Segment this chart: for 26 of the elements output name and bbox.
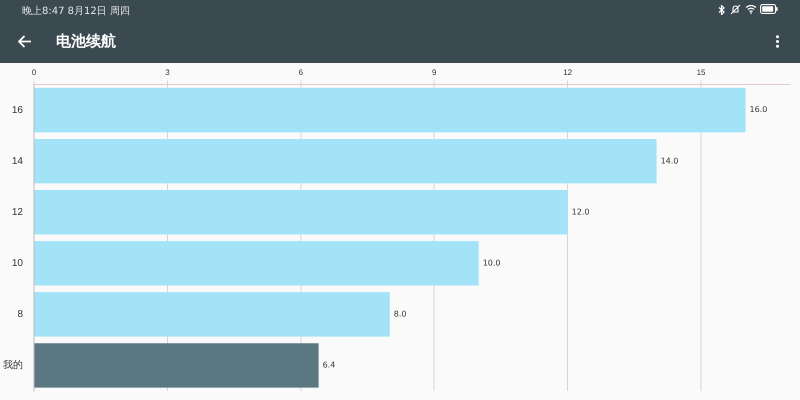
data-label: 10.0 bbox=[482, 258, 501, 268]
y-tick-label: 10 bbox=[12, 258, 24, 270]
y-tick-label: 8 bbox=[17, 309, 24, 320]
x-tick-label: 9 bbox=[432, 68, 438, 78]
data-label: 14.0 bbox=[660, 156, 678, 166]
bar bbox=[34, 292, 390, 337]
data-label: 16.0 bbox=[750, 105, 768, 114]
x-tick-label: 0 bbox=[32, 68, 37, 78]
bar bbox=[34, 190, 568, 234]
bar bbox=[34, 138, 657, 184]
text: 晚上8:47 8月12日 周四 bbox=[22, 4, 130, 18]
bar bbox=[34, 241, 479, 286]
x-tick-label: 15 bbox=[696, 68, 706, 78]
x-tick-label: 12 bbox=[563, 68, 573, 78]
y-tick-label: 16 bbox=[12, 104, 24, 116]
y-tick-label: 14 bbox=[12, 156, 24, 167]
bar bbox=[34, 343, 319, 388]
bar bbox=[34, 88, 746, 132]
data-label: 6.4 bbox=[322, 360, 336, 370]
data-label: 8.0 bbox=[394, 309, 406, 318]
chart-title: 电池续航 bbox=[56, 32, 116, 51]
data-label: 12.0 bbox=[572, 207, 590, 216]
y-tick-label: 12 bbox=[12, 207, 24, 218]
x-tick-label: 6 bbox=[298, 68, 304, 78]
x-tick-label: 3 bbox=[165, 68, 170, 78]
y-tick-label: 我的 bbox=[3, 359, 23, 372]
